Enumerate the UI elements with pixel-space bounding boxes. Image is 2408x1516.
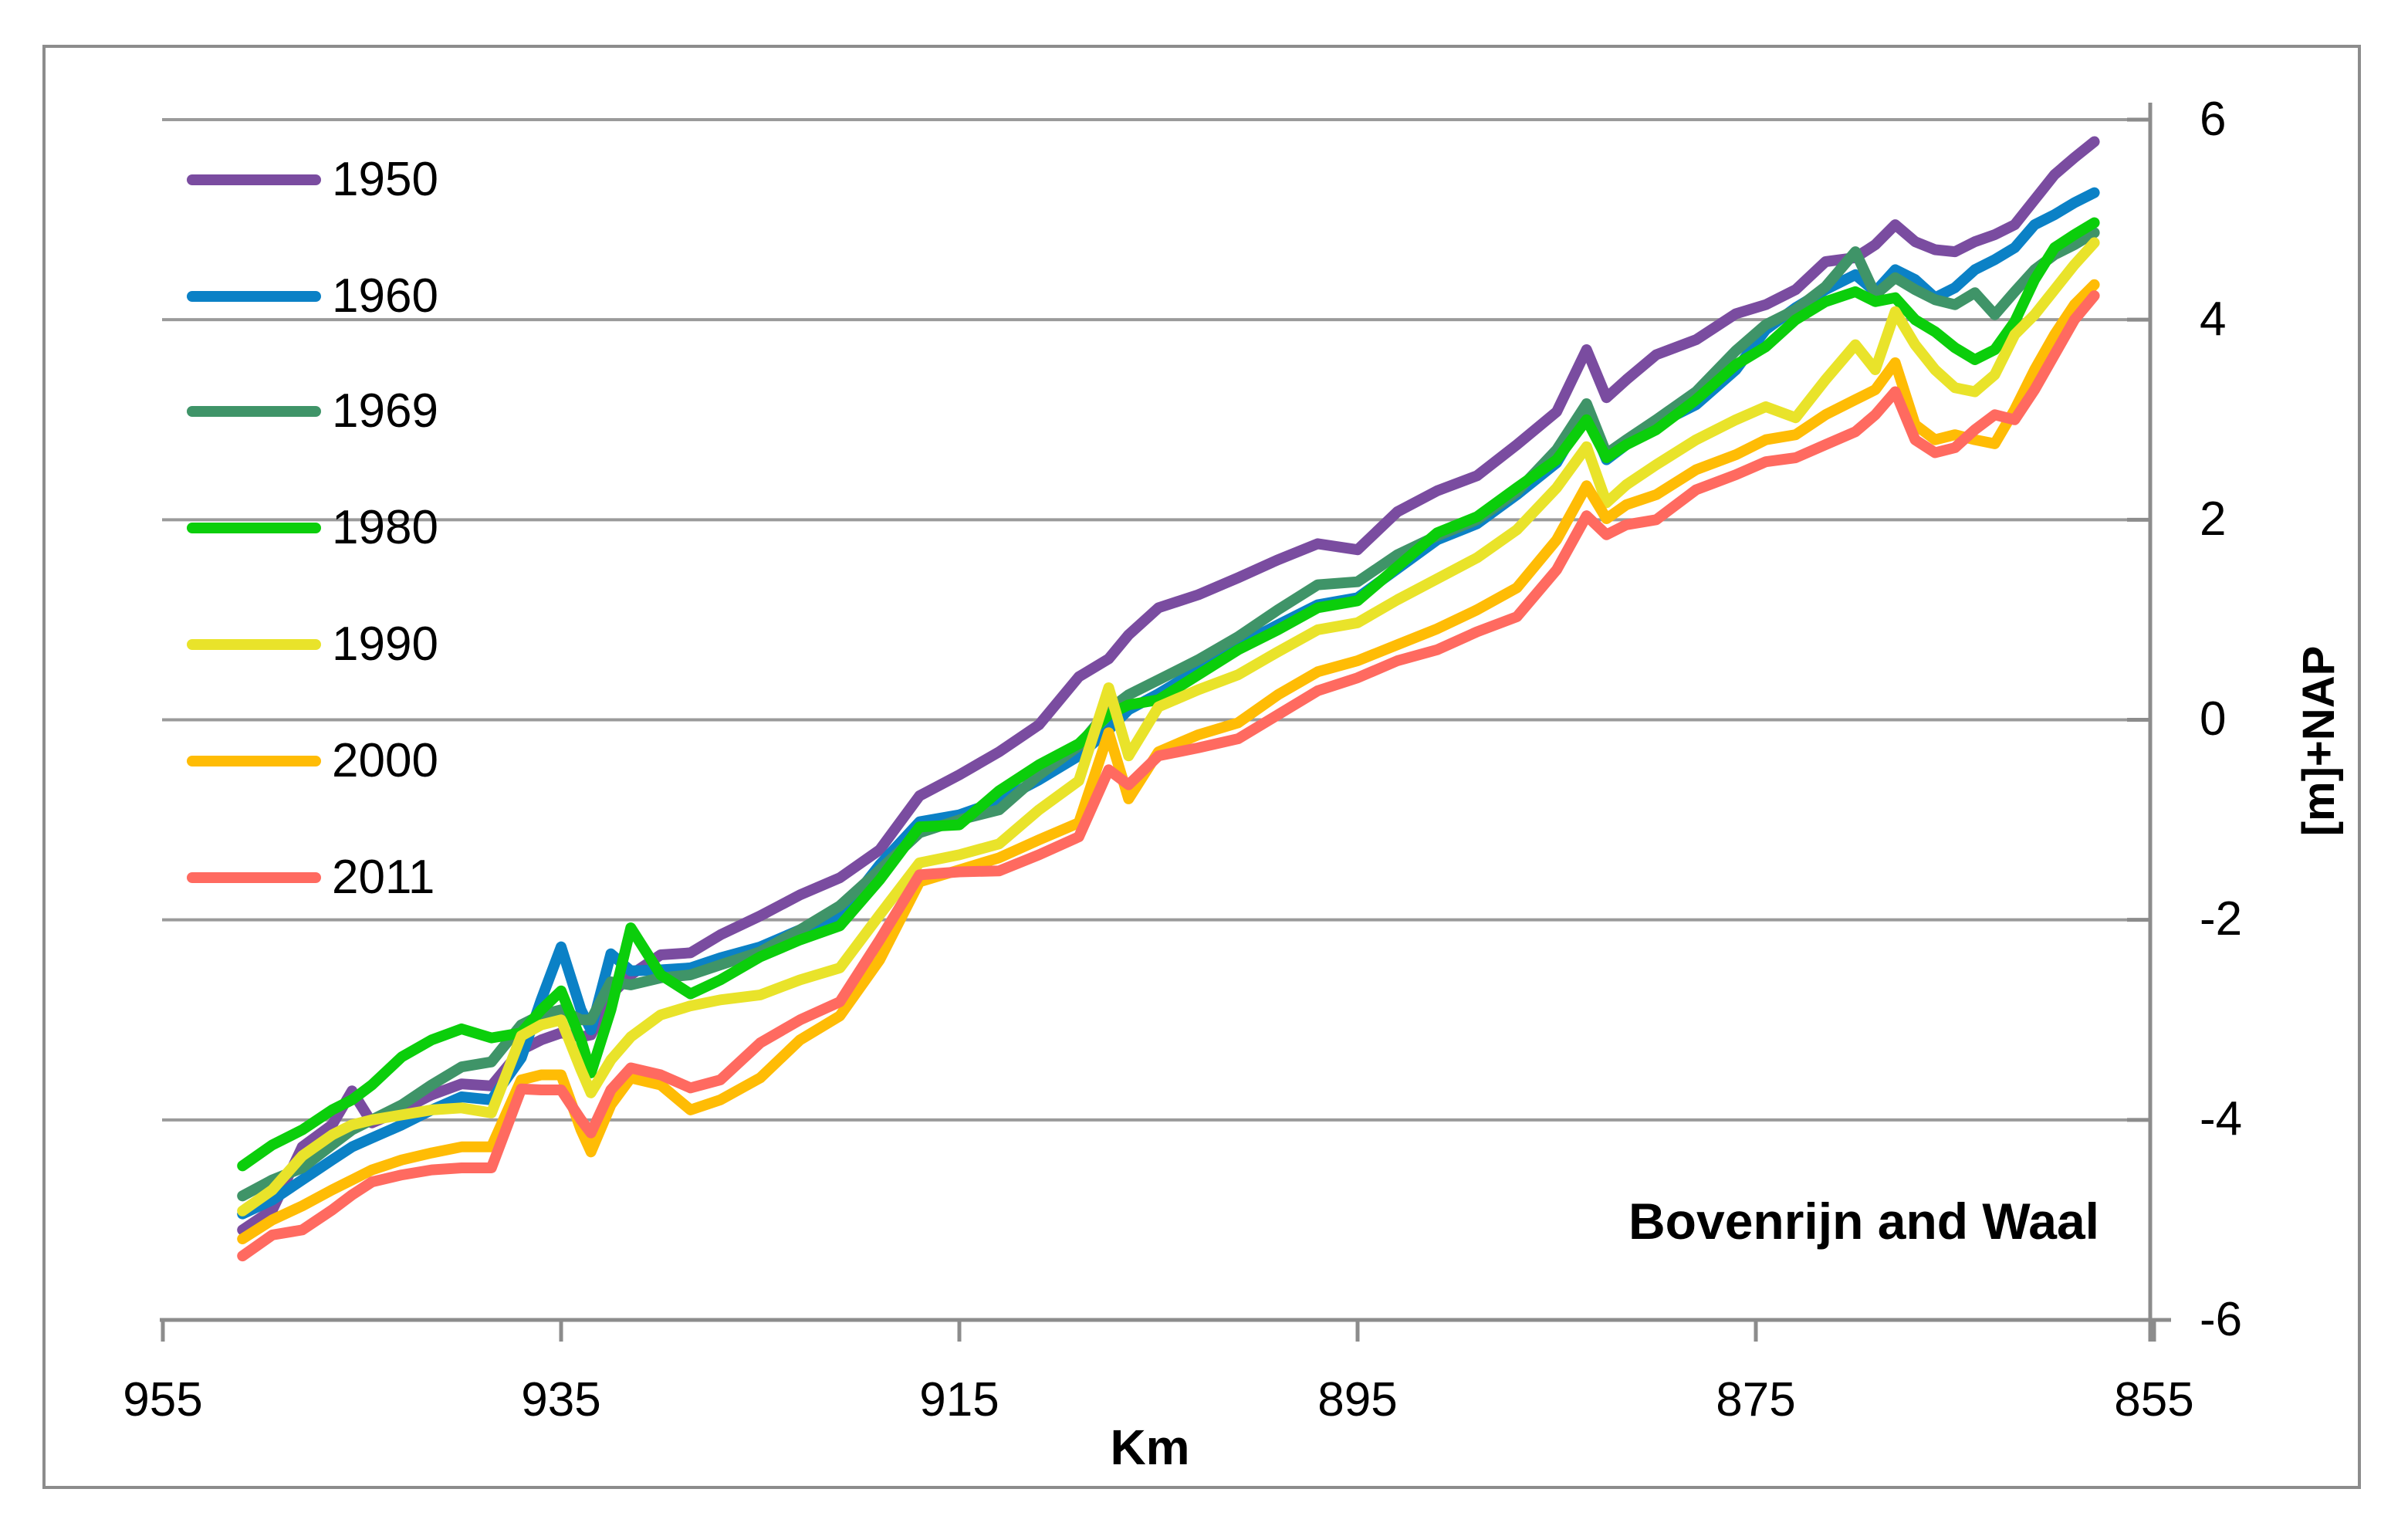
- y-tick-label-4: 4: [2200, 293, 2227, 346]
- legend-label-1980: 1980: [332, 501, 438, 554]
- y-tick-label-neg6: -6: [2200, 1293, 2243, 1346]
- legend-item-2000: 2000: [187, 730, 438, 792]
- legend-swatch-1969-icon: [187, 406, 321, 417]
- legend-item-1960: 1960: [187, 266, 438, 327]
- legend-label-1950: 1950: [332, 153, 438, 206]
- series-line-2000: [237, 279, 2100, 1244]
- y-axis-title: [m]+NAP: [2294, 645, 2344, 837]
- legend-swatch-1950-icon: [187, 174, 321, 185]
- legend-label-1990: 1990: [332, 618, 438, 671]
- y-tick-label-2: 2: [2200, 492, 2227, 546]
- series-line-1990: [237, 237, 2100, 1217]
- y-tick-label-6: 6: [2200, 93, 2227, 146]
- legend-item-2011: 2011: [187, 847, 435, 909]
- legend-swatch-2000-icon: [187, 756, 321, 766]
- x-axis-title: Km: [1110, 1420, 1190, 1475]
- legend-item-1980: 1980: [187, 497, 438, 559]
- legend-swatch-1990-icon: [187, 639, 321, 650]
- y-tick-label-neg4: -4: [2200, 1092, 2243, 1145]
- legend-swatch-2011-icon: [187, 872, 321, 883]
- chart-outer-border: [42, 45, 2361, 1489]
- legend-item-1990: 1990: [187, 614, 438, 675]
- legend-label-1969: 1969: [332, 384, 438, 438]
- x-tick-label-855: 855: [2114, 1373, 2194, 1426]
- y-tick-label-0: 0: [2200, 692, 2227, 746]
- x-tick-label-875: 875: [1716, 1373, 1796, 1426]
- legend-swatch-1960-icon: [187, 291, 321, 302]
- y-tick-label-neg2: -2: [2200, 892, 2243, 946]
- legend-label-2000: 2000: [332, 734, 438, 787]
- legend-item-1969: 1969: [187, 381, 438, 442]
- series-line-1980: [237, 217, 2100, 1172]
- x-tick-label-955: 955: [123, 1373, 203, 1426]
- legend-label-1960: 1960: [332, 269, 438, 323]
- legend-item-1950: 1950: [187, 149, 438, 211]
- legend-swatch-1980-icon: [187, 523, 321, 533]
- series-line-2011: [237, 290, 2100, 1262]
- chart-title: Bovenrijn and Waal: [1628, 1193, 2099, 1250]
- legend-label-2011: 2011: [332, 851, 435, 904]
- x-tick-label-935: 935: [521, 1373, 601, 1426]
- x-tick-label-915: 915: [919, 1373, 999, 1426]
- x-tick-label-895: 895: [1317, 1373, 1398, 1426]
